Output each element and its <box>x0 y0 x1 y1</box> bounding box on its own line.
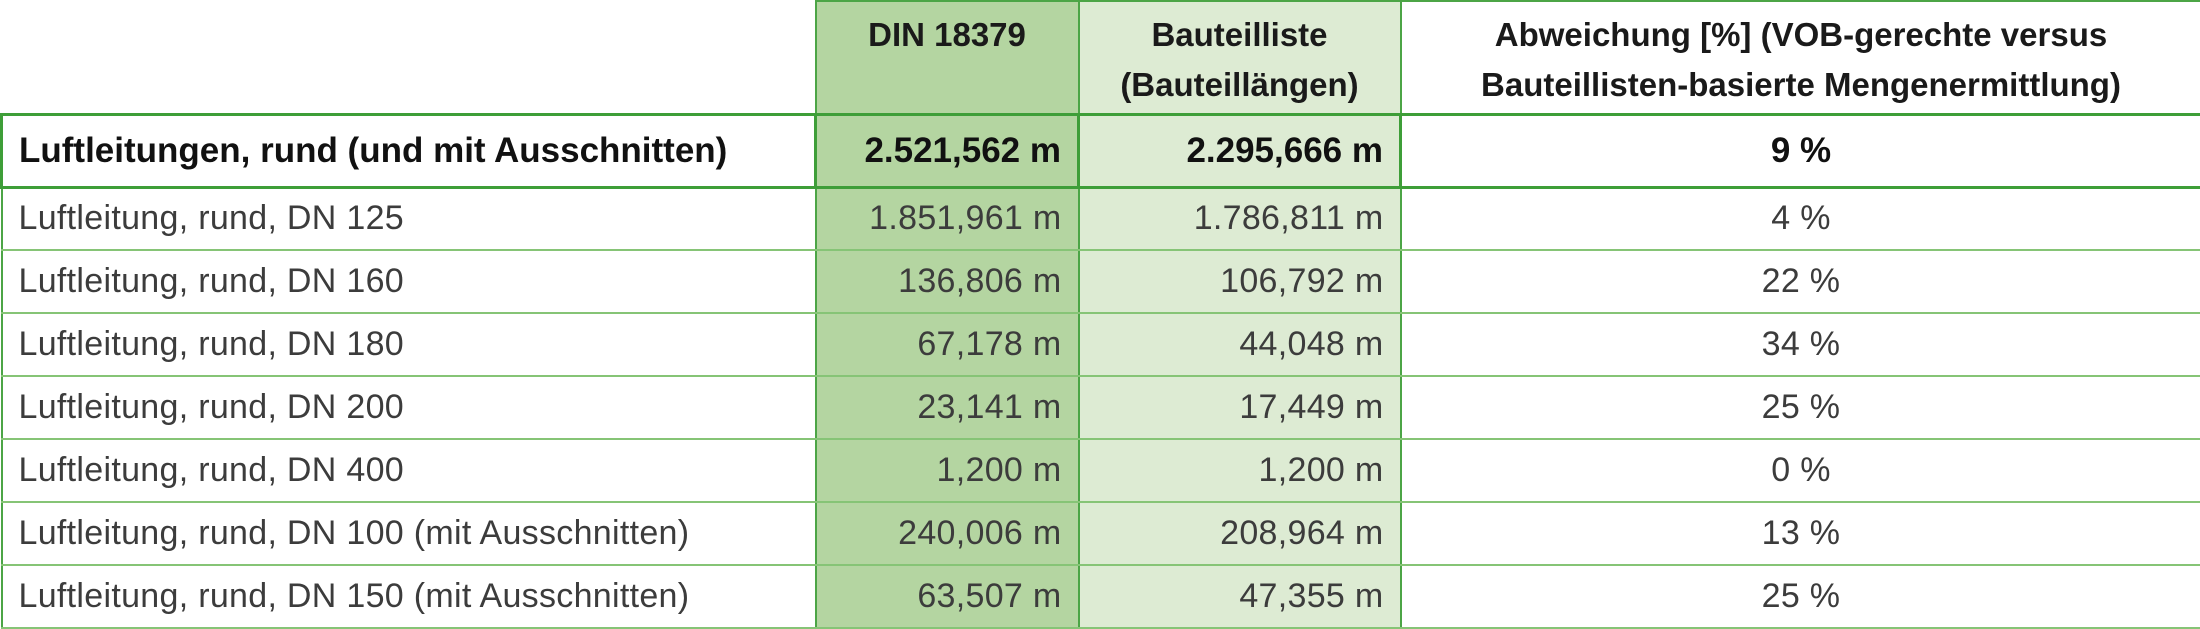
summary-row-luftleitungen-rund: Luftleitungen, rund (und mit Ausschnitte… <box>2 114 2200 187</box>
table-row-dn-180: Luftleitung, rund, DN 180 67,178 m 44,04… <box>2 313 2200 376</box>
header-abweichung: Abweichung [%] (VOB-gerechte versus Baut… <box>1401 1 2200 114</box>
table-row-dn-125: Luftleitung, rund, DN 125 1.851,961 m 1.… <box>2 187 2200 250</box>
row-din-value: 23,141 m <box>816 376 1079 439</box>
table-row-dn-150-mit-ausschnitten: Luftleitung, rund, DN 150 (mit Ausschnit… <box>2 565 2200 628</box>
header-row: DIN 18379 Bauteilliste (Bauteillängen) A… <box>2 1 2200 114</box>
row-din-value: 240,006 m <box>816 502 1079 565</box>
row-din-value: 1.851,961 m <box>816 187 1079 250</box>
row-bauteilliste-value: 44,048 m <box>1079 313 1401 376</box>
row-din-value: 67,178 m <box>816 313 1079 376</box>
row-abweichung-value: 25 % <box>1401 565 2200 628</box>
summary-abweichung-value: 9 % <box>1401 114 2200 187</box>
row-abweichung-value: 4 % <box>1401 187 2200 250</box>
row-abweichung-value: 22 % <box>1401 250 2200 313</box>
row-din-value: 136,806 m <box>816 250 1079 313</box>
summary-bauteilliste-value: 2.295,666 m <box>1079 114 1401 187</box>
summary-label: Luftleitungen, rund (und mit Ausschnitte… <box>2 114 816 187</box>
row-label: Luftleitung, rund, DN 100 (mit Ausschnit… <box>2 502 816 565</box>
summary-din-value: 2.521,562 m <box>816 114 1079 187</box>
header-din-18379: DIN 18379 <box>816 1 1079 114</box>
table-row-dn-200: Luftleitung, rund, DN 200 23,141 m 17,44… <box>2 376 2200 439</box>
row-label: Luftleitung, rund, DN 160 <box>2 250 816 313</box>
row-label: Luftleitung, rund, DN 150 (mit Ausschnit… <box>2 565 816 628</box>
row-bauteilliste-value: 1,200 m <box>1079 439 1401 502</box>
table-row-dn-160: Luftleitung, rund, DN 160 136,806 m 106,… <box>2 250 2200 313</box>
row-label: Luftleitung, rund, DN 125 <box>2 187 816 250</box>
row-label: Luftleitung, rund, DN 400 <box>2 439 816 502</box>
row-abweichung-value: 25 % <box>1401 376 2200 439</box>
row-bauteilliste-value: 1.786,811 m <box>1079 187 1401 250</box>
row-din-value: 63,507 m <box>816 565 1079 628</box>
table-row-dn-400: Luftleitung, rund, DN 400 1,200 m 1,200 … <box>2 439 2200 502</box>
row-label: Luftleitung, rund, DN 180 <box>2 313 816 376</box>
row-abweichung-value: 13 % <box>1401 502 2200 565</box>
row-bauteilliste-value: 208,964 m <box>1079 502 1401 565</box>
row-abweichung-value: 34 % <box>1401 313 2200 376</box>
row-bauteilliste-value: 47,355 m <box>1079 565 1401 628</box>
row-abweichung-value: 0 % <box>1401 439 2200 502</box>
table-row-dn-100-mit-ausschnitten: Luftleitung, rund, DN 100 (mit Ausschnit… <box>2 502 2200 565</box>
header-corner-cell <box>2 1 816 114</box>
row-din-value: 1,200 m <box>816 439 1079 502</box>
row-label: Luftleitung, rund, DN 200 <box>2 376 816 439</box>
row-bauteilliste-value: 17,449 m <box>1079 376 1401 439</box>
row-bauteilliste-value: 106,792 m <box>1079 250 1401 313</box>
header-bauteilliste: Bauteilliste (Bauteillängen) <box>1079 1 1401 114</box>
